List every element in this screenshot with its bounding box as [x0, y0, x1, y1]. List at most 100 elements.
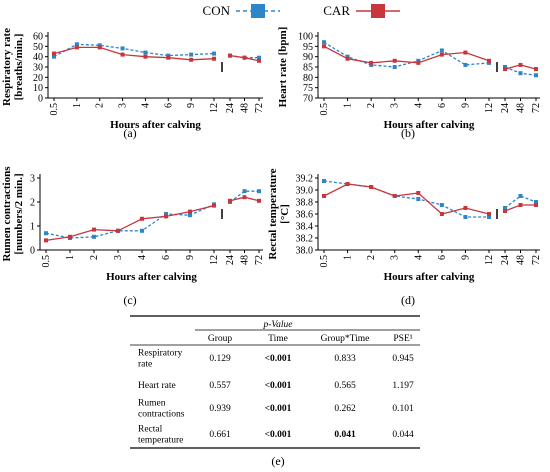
y-tick-label: 50 [33, 42, 43, 53]
x-tick-label: 9 [186, 103, 197, 108]
table-column-header: Group*Time [321, 334, 370, 344]
data-point-con [164, 212, 168, 216]
series-line-car [323, 45, 490, 64]
x-tick-label: 0.5 [41, 255, 52, 268]
x-tick-label: 12 [484, 103, 495, 113]
x-tick-label: 4 [413, 255, 424, 260]
data-point-con [503, 206, 507, 210]
x-tick-label: 6 [437, 255, 448, 260]
data-point-car [228, 198, 232, 203]
y-tick-label: 30 [33, 63, 43, 74]
x-tick-label: 1 [343, 103, 354, 108]
y-tick-label: 38.8 [296, 198, 314, 209]
x-tick-label: 9 [460, 255, 471, 260]
y-tick-label: 70 [303, 94, 313, 105]
table-cell: 0.833 [334, 354, 356, 364]
table-cell: 0.565 [334, 381, 356, 391]
x-tick-label: 24 [500, 255, 511, 265]
x-tick-label: 72 [531, 255, 542, 265]
data-point-car [97, 45, 102, 50]
data-point-con [416, 58, 421, 63]
data-point-con [322, 40, 326, 45]
legend-marker-con [251, 4, 265, 18]
series-line-car [53, 46, 215, 61]
x-tick-label: 1 [343, 255, 354, 260]
x-axis-title: Hours after calving [384, 271, 475, 283]
x-tick-label: 48 [240, 103, 251, 113]
data-point-car [189, 57, 194, 62]
y-tick-label: 38.2 [296, 234, 314, 245]
x-axis-title: Hours after calving [106, 271, 197, 283]
y-tick-label: 0 [38, 94, 43, 105]
data-point-con [534, 200, 538, 204]
data-point-car [212, 56, 216, 61]
data-point-car [242, 195, 247, 200]
x-tick-label: 3 [390, 103, 401, 108]
legend-label-car: CAR [323, 3, 350, 18]
x-tick-label: 3 [113, 255, 124, 260]
x-tick-label: 72 [531, 103, 542, 113]
x-tick-label: 48 [516, 103, 527, 113]
data-point-car [345, 182, 350, 186]
table-column-header: PSE¹ [393, 334, 412, 344]
x-tick-label: 3 [118, 103, 129, 108]
data-point-con [392, 65, 397, 69]
table-row-label: Respiratory [138, 349, 183, 359]
table-cell: 0.262 [334, 404, 356, 414]
data-point-car [140, 216, 144, 221]
y-axis-title-line: [°C] [279, 204, 291, 224]
x-tick-label: 9 [460, 103, 471, 108]
table-cell: 0.041 [334, 430, 356, 440]
data-point-con [439, 48, 444, 53]
data-point-car [120, 52, 125, 57]
y-tick-label: 38.0 [296, 246, 314, 257]
x-tick-label: 9 [185, 255, 196, 260]
data-point-con [120, 46, 125, 51]
data-point-con [188, 213, 192, 218]
data-point-car [463, 206, 468, 210]
series-line-con [323, 41, 490, 68]
data-point-car [166, 55, 171, 60]
data-point-car [242, 55, 247, 60]
x-tick-label: 4 [413, 103, 424, 108]
y-tick-label: 3 [30, 174, 35, 185]
data-point-con [503, 65, 507, 69]
data-point-car [503, 67, 507, 72]
x-axis-title: Hours after calving [384, 119, 475, 131]
data-point-car [164, 214, 168, 219]
series-line-con [53, 43, 215, 58]
legend: CON CAR [203, 3, 400, 18]
data-point-car [487, 212, 491, 216]
x-tick-label: 24 [500, 103, 511, 113]
series-line-con [504, 195, 537, 209]
data-point-con [166, 53, 171, 58]
data-point-con [369, 62, 374, 67]
data-point-con [416, 197, 421, 201]
data-point-car [392, 194, 397, 198]
y-tick-label: 40 [33, 52, 43, 63]
y-axis-title-line: Rectal temperature [267, 168, 279, 259]
data-point-car [416, 60, 421, 65]
data-point-con [143, 50, 148, 55]
x-tick-label: 24 [225, 103, 236, 113]
series-line-car [323, 183, 490, 215]
panel-label: (c) [123, 293, 136, 307]
data-point-con [140, 228, 144, 233]
y-tick-label: 60 [33, 32, 43, 43]
data-point-con [97, 43, 102, 48]
y-axis-title-line: [breaths/min.] [13, 34, 25, 101]
table-column-header: Group [208, 334, 233, 344]
x-tick-label: 6 [163, 103, 174, 108]
table-cell: 0.661 [209, 430, 231, 440]
y-tick-label: 38.4 [296, 222, 314, 233]
data-point-car [439, 212, 444, 216]
x-tick-label: 12 [209, 255, 220, 265]
table-row-label: Heart rate [138, 381, 176, 391]
table-cell: 0.129 [209, 354, 231, 364]
x-tick-label: 48 [516, 255, 527, 265]
data-point-con [534, 73, 538, 78]
data-point-car [369, 185, 374, 189]
